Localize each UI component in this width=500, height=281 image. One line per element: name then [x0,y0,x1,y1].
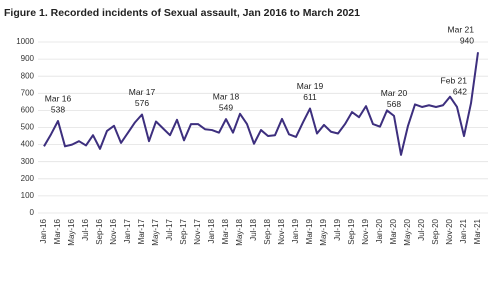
annotation-label: Mar 21 [448,25,475,35]
x-tick-label: Jan-17 [123,218,132,243]
x-tick-label: Jan-20 [375,218,384,243]
y-tick-label: 600 [21,106,35,115]
annotation-value: 940 [460,36,474,46]
x-tick-label: Mar-20 [389,218,398,244]
y-tick-label: 500 [21,123,35,132]
x-tick-label: May-16 [67,218,76,245]
annotation-value: 576 [135,98,149,108]
x-tick-label: Sep-19 [347,218,356,244]
chart-title: Figure 1. Recorded incidents of Sexual a… [4,7,360,19]
annotation-value: 611 [303,92,317,102]
y-tick-label: 900 [21,54,35,63]
y-tick-label: 800 [21,71,35,80]
x-tick-label: Nov-20 [445,218,454,244]
annotation-label: Mar 19 [297,81,324,91]
annotation-value: 538 [51,104,65,114]
x-tick-label: Jan-16 [39,218,48,243]
y-tick-label: 400 [21,140,35,149]
x-tick-label: Sep-16 [95,218,104,244]
x-tick-label: Jan-21 [459,218,468,243]
x-tick-label: Jan-18 [207,218,216,243]
x-tick-label: Mar-17 [137,218,146,244]
x-tick-label: Jul-18 [249,218,258,240]
x-tick-label: Jul-20 [417,218,426,240]
x-tick-label: Jul-17 [165,218,174,240]
y-tick-label: 0 [30,208,35,217]
x-tick-label: Sep-20 [431,218,440,244]
y-tick-label: 300 [21,157,35,166]
x-tick-label: Jul-16 [81,218,90,240]
y-tick-label: 200 [21,174,35,183]
annotation-label: Mar 18 [213,91,240,101]
x-tick-label: May-19 [319,218,328,245]
x-tick-label: Mar-21 [473,218,482,244]
x-tick-label: Mar-19 [305,218,314,244]
y-tick-label: 100 [21,191,35,200]
x-tick-label: Sep-17 [179,218,188,244]
annotation-label: Mar 16 [45,93,72,103]
annotation-label: Mar 17 [129,87,156,97]
annotation-value: 642 [453,86,467,96]
x-tick-label: Nov-16 [109,218,118,244]
y-tick-label: 700 [21,88,35,97]
x-tick-label: Nov-17 [193,218,202,244]
x-tick-label: May-20 [403,218,412,245]
annotation-label: Feb 21 [441,75,468,85]
y-tick-label: 1000 [16,37,34,46]
x-tick-label: May-17 [151,218,160,245]
annotation-value: 568 [387,99,401,109]
x-tick-label: Jan-19 [291,218,300,243]
x-tick-label: May-18 [235,218,244,245]
x-tick-label: Jul-19 [333,218,342,240]
x-tick-label: Mar-16 [53,218,62,244]
x-tick-label: Mar-18 [221,218,230,244]
x-tick-label: Nov-18 [277,218,286,244]
annotation-label: Mar 20 [381,88,408,98]
x-tick-label: Sep-18 [263,218,272,244]
annotation-value: 549 [219,102,233,112]
x-tick-label: Nov-19 [361,218,370,244]
line [43,52,479,156]
